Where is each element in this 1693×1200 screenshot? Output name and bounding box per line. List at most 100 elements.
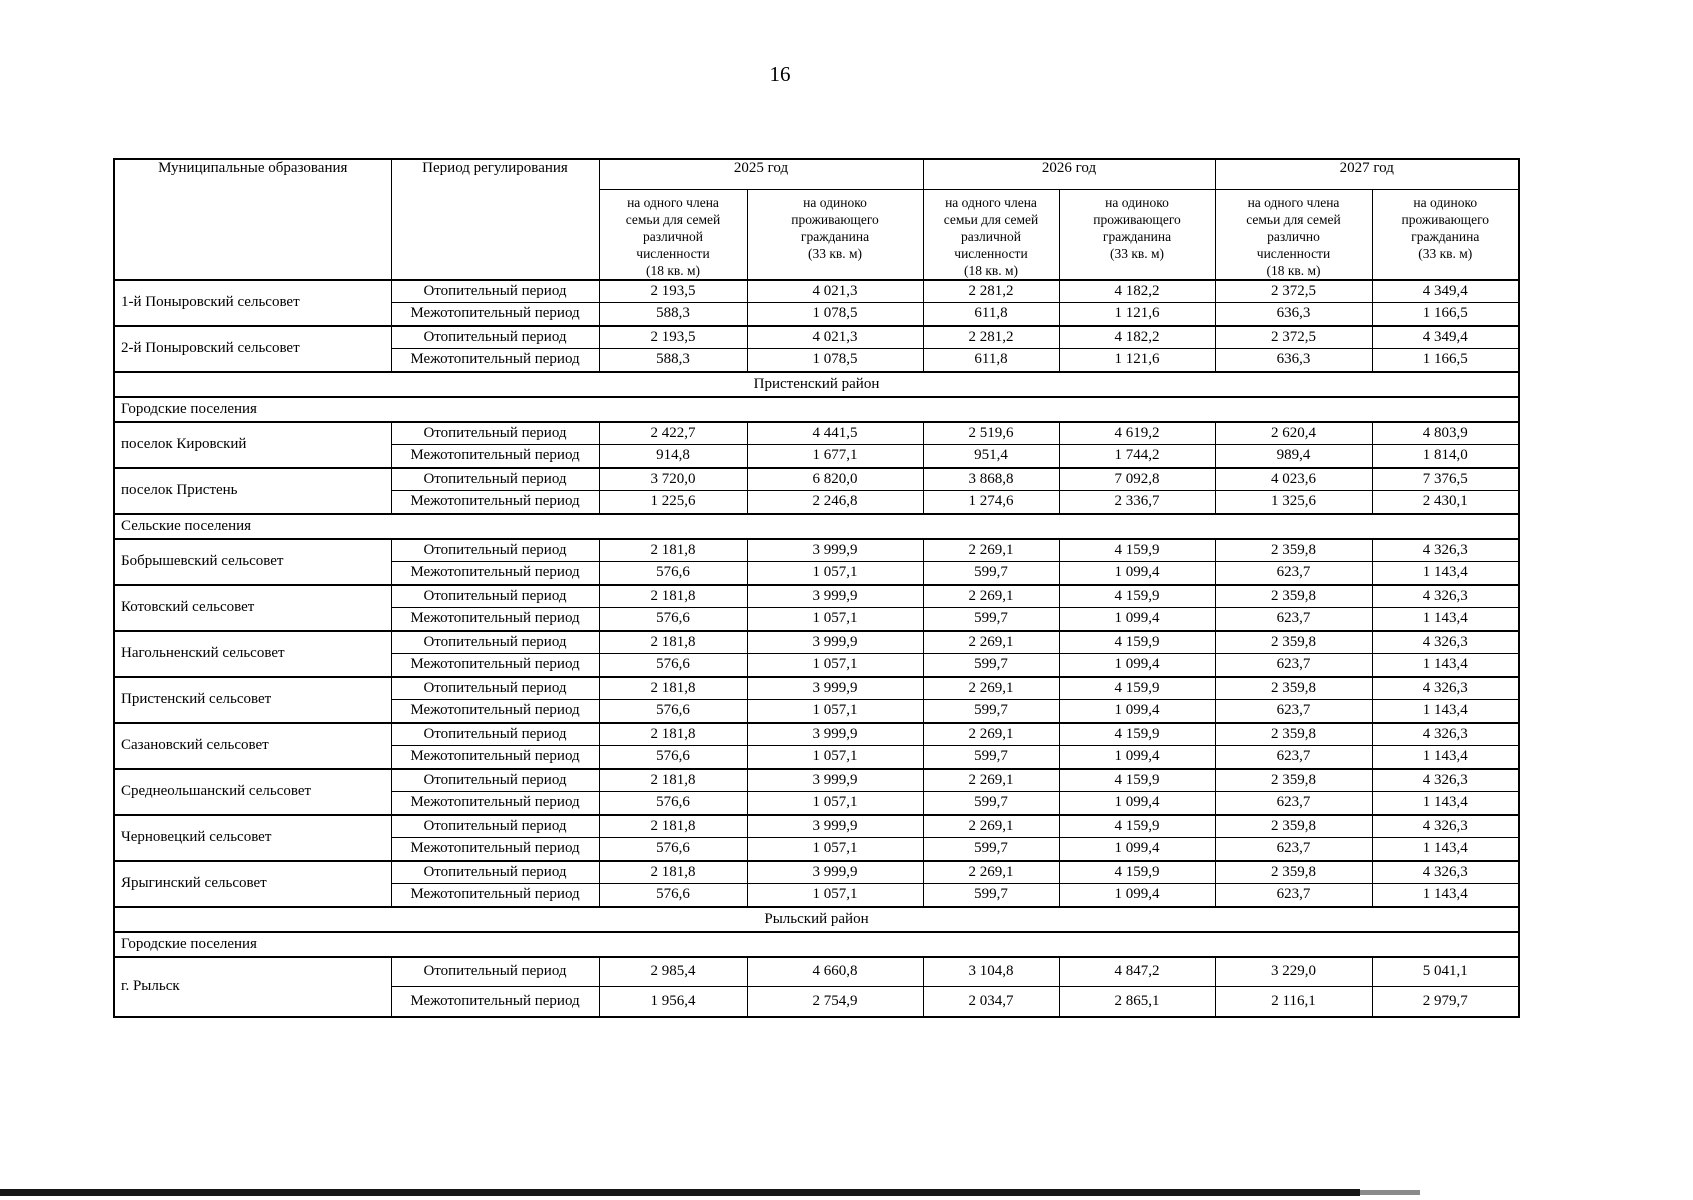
table-row: Межотопительный период 1 956,4 2 754,9 2 03… bbox=[114, 986, 1520, 1017]
tariff-table: Муниципальные образования Период регулир… bbox=[113, 158, 1520, 1018]
table-row: Среднеольшанский сельсовет Отопительный п… bbox=[113, 767, 1520, 815]
table-row: Сазановский сельсовет Отопительный период… bbox=[113, 721, 1520, 769]
section-row: Городские поселения bbox=[113, 395, 1520, 423]
value-cell: 6 820,0 bbox=[746, 466, 924, 491]
period-cell: Отопительный период bbox=[390, 767, 600, 792]
value-cell: 2 620,4 bbox=[1214, 420, 1373, 445]
period-cell: Межотопительный период bbox=[390, 607, 600, 631]
value-cell: 3 999,9 bbox=[746, 813, 924, 838]
value-cell: 2 181,8 bbox=[598, 675, 748, 700]
value-cell: 1 057,1 bbox=[746, 791, 924, 815]
section-row-label: Рыльский район bbox=[113, 905, 1520, 933]
value-cell: 3 999,9 bbox=[746, 583, 924, 608]
table-row: 2-й Поныровский сельсовет Отопительный пе… bbox=[113, 324, 1520, 372]
value-cell: 576,6 bbox=[598, 791, 748, 815]
value-cell: 1 078,5 bbox=[746, 302, 924, 326]
header-year-2026: 2026 год bbox=[922, 158, 1216, 190]
value-cell: 1 099,4 bbox=[1058, 653, 1216, 677]
municipality-cell: Котовский сельсовет bbox=[113, 583, 392, 631]
value-cell: 4 159,9 bbox=[1058, 583, 1216, 608]
value-cell: 1 274,6 bbox=[922, 490, 1060, 514]
value-cell: 4 159,9 bbox=[1058, 675, 1216, 700]
value-cell: 4 803,9 bbox=[1371, 420, 1520, 445]
value-cell: 1 956,4 bbox=[598, 986, 748, 1017]
value-cell: 4 326,3 bbox=[1371, 675, 1520, 700]
value-cell: 2 193,5 bbox=[598, 278, 748, 303]
municipality-cell: поселок Пристень bbox=[113, 466, 392, 514]
value-cell: 1 057,1 bbox=[746, 883, 924, 907]
value-cell: 2 181,8 bbox=[598, 629, 748, 654]
value-cell: 7 376,5 bbox=[1371, 466, 1520, 491]
value-cell: 611,8 bbox=[922, 302, 1060, 326]
value-cell: 623,7 bbox=[1214, 837, 1373, 861]
value-cell: 1 057,1 bbox=[746, 561, 924, 585]
value-cell: 1 099,4 bbox=[1058, 699, 1216, 723]
value-cell: 1 143,4 bbox=[1371, 883, 1520, 907]
period-cell: Межотопительный период bbox=[390, 883, 600, 907]
municipality-cell: г. Рыльск bbox=[113, 955, 392, 1017]
value-cell: 2 281,2 bbox=[922, 324, 1060, 349]
value-cell: 623,7 bbox=[1214, 561, 1373, 585]
section-row-label: Сельские поселения bbox=[113, 512, 1520, 540]
value-cell: 576,6 bbox=[598, 607, 748, 631]
value-cell: 3 104,8 bbox=[922, 955, 1060, 987]
value-cell: 623,7 bbox=[1214, 653, 1373, 677]
value-cell: 636,3 bbox=[1214, 302, 1373, 326]
table-row: Межотопительный период 576,6 1 057,1 599,7 1… bbox=[114, 607, 1520, 631]
value-cell: 4 326,3 bbox=[1371, 629, 1520, 654]
municipality-cell: Нагольненский сельсовет bbox=[113, 629, 392, 677]
value-cell: 1 057,1 bbox=[746, 699, 924, 723]
value-cell: 576,6 bbox=[598, 745, 748, 769]
value-cell: 636,3 bbox=[1214, 348, 1373, 372]
header-period: Период регулирования bbox=[390, 158, 600, 280]
value-cell: 599,7 bbox=[922, 561, 1060, 585]
period-cell: Отопительный период bbox=[390, 813, 600, 838]
value-cell: 1 143,4 bbox=[1371, 561, 1520, 585]
value-cell: 1 099,4 bbox=[1058, 791, 1216, 815]
period-cell: Отопительный период bbox=[390, 420, 600, 445]
section-row: Пристенский район bbox=[113, 370, 1520, 398]
period-cell: Отопительный период bbox=[390, 324, 600, 349]
header-row-years: Муниципальные образования Период регулир… bbox=[113, 158, 1520, 280]
value-cell: 2 430,1 bbox=[1371, 490, 1520, 514]
value-cell: 2 985,4 bbox=[598, 955, 748, 987]
value-cell: 2 865,1 bbox=[1058, 986, 1216, 1017]
value-cell: 3 999,9 bbox=[746, 537, 924, 562]
subheader-2027-member: на одного члена семьи для семей различно… bbox=[1214, 188, 1373, 280]
subheader-2025-member: на одного члена семьи для семей различно… bbox=[598, 188, 748, 280]
value-cell: 1 143,4 bbox=[1371, 699, 1520, 723]
value-cell: 4 847,2 bbox=[1058, 955, 1216, 987]
value-cell: 599,7 bbox=[922, 607, 1060, 631]
value-cell: 4 159,9 bbox=[1058, 721, 1216, 746]
municipality-cell: 2-й Поныровский сельсовет bbox=[113, 324, 392, 372]
value-cell: 3 720,0 bbox=[598, 466, 748, 491]
period-cell: Отопительный период bbox=[390, 537, 600, 562]
value-cell: 2 754,9 bbox=[746, 986, 924, 1017]
value-cell: 4 349,4 bbox=[1371, 324, 1520, 349]
period-cell: Отопительный период bbox=[390, 466, 600, 491]
section-row: Сельские поселения bbox=[113, 512, 1520, 540]
section-row: Рыльский район bbox=[113, 905, 1520, 933]
value-cell: 4 159,9 bbox=[1058, 629, 1216, 654]
value-cell: 1 166,5 bbox=[1371, 302, 1520, 326]
value-cell: 1 166,5 bbox=[1371, 348, 1520, 372]
value-cell: 4 326,3 bbox=[1371, 767, 1520, 792]
subheader-2025-single: на одиноко проживающего гражданина (33 к… bbox=[746, 188, 924, 280]
period-cell: Межотопительный период bbox=[390, 348, 600, 372]
value-cell: 914,8 bbox=[598, 444, 748, 468]
value-cell: 623,7 bbox=[1214, 745, 1373, 769]
value-cell: 1 057,1 bbox=[746, 653, 924, 677]
value-cell: 5 041,1 bbox=[1371, 955, 1520, 987]
value-cell: 2 269,1 bbox=[922, 767, 1060, 792]
value-cell: 1 143,4 bbox=[1371, 791, 1520, 815]
table-row: Черновецкий сельсовет Отопительный период… bbox=[113, 813, 1520, 861]
value-cell: 2 181,8 bbox=[598, 767, 748, 792]
subheader-2026-single: на одиноко проживающего гражданина (33 к… bbox=[1058, 188, 1216, 280]
header-year-2025: 2025 год bbox=[598, 158, 924, 190]
value-cell: 1 099,4 bbox=[1058, 745, 1216, 769]
value-cell: 2 269,1 bbox=[922, 675, 1060, 700]
value-cell: 2 181,8 bbox=[598, 859, 748, 884]
value-cell: 2 269,1 bbox=[922, 583, 1060, 608]
value-cell: 1 143,4 bbox=[1371, 745, 1520, 769]
table-row: Котовский сельсовет Отопительный период 2 … bbox=[113, 583, 1520, 631]
